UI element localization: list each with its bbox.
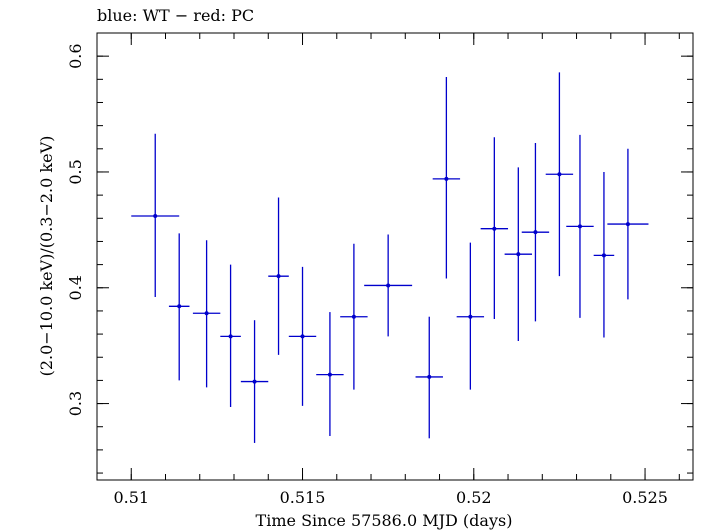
x-axis-label: Time Since 57586.0 MJD (days) xyxy=(256,511,513,530)
data-point xyxy=(364,234,413,337)
data-marker xyxy=(533,230,538,235)
data-marker xyxy=(577,224,582,229)
x-tick-label: 0.525 xyxy=(622,488,668,507)
y-tick-label: 0.6 xyxy=(66,43,85,68)
data-point xyxy=(268,197,289,355)
data-point xyxy=(432,77,461,279)
data-marker xyxy=(204,311,209,316)
y-tick-label: 0.4 xyxy=(66,275,85,300)
y-axis-label: (2.0−10.0 keV)/(0.3−2.0 keV) xyxy=(37,136,56,377)
data-marker xyxy=(177,304,182,309)
data-marker xyxy=(228,334,233,339)
data-point xyxy=(240,320,269,443)
data-marker xyxy=(386,283,391,288)
data-point xyxy=(521,143,550,322)
data-marker xyxy=(276,274,281,279)
data-point xyxy=(192,240,221,388)
data-point xyxy=(168,233,190,381)
data-marker xyxy=(351,314,356,319)
data-point xyxy=(131,133,180,298)
chart-title: blue: WT − red: PC xyxy=(97,6,254,25)
x-tick-label: 0.52 xyxy=(456,488,492,507)
data-marker xyxy=(300,334,305,339)
data-point xyxy=(456,242,485,390)
plot-frame xyxy=(96,32,694,481)
data-marker xyxy=(492,226,497,231)
y-tick-label: 0.5 xyxy=(66,159,85,184)
data-point xyxy=(480,137,509,320)
data-marker xyxy=(427,374,432,379)
data-point xyxy=(545,72,574,277)
data-point xyxy=(288,266,317,406)
data-marker xyxy=(601,253,606,258)
data-point xyxy=(220,264,241,408)
data-point xyxy=(340,243,368,390)
data-point xyxy=(593,171,615,338)
data-marker xyxy=(444,176,449,181)
data-marker xyxy=(252,379,257,384)
data-point xyxy=(316,312,344,436)
data-point xyxy=(504,167,533,342)
data-marker xyxy=(153,213,158,218)
y-tick-label: 0.3 xyxy=(66,391,85,416)
x-tick-label: 0.51 xyxy=(113,488,149,507)
data-point xyxy=(566,134,594,318)
data-marker xyxy=(625,222,630,227)
axis-tick-labels: 0.51 0.515 0.52 0.525 0.3 0.4 0.5 0.6 xyxy=(66,43,668,507)
data-point xyxy=(415,316,443,439)
data-marker xyxy=(516,252,521,257)
data-marker xyxy=(557,172,562,177)
data-marker xyxy=(327,372,332,377)
data-marker xyxy=(468,314,473,319)
data-points xyxy=(131,72,649,443)
x-tick-label: 0.515 xyxy=(280,488,326,507)
data-point xyxy=(607,148,649,300)
